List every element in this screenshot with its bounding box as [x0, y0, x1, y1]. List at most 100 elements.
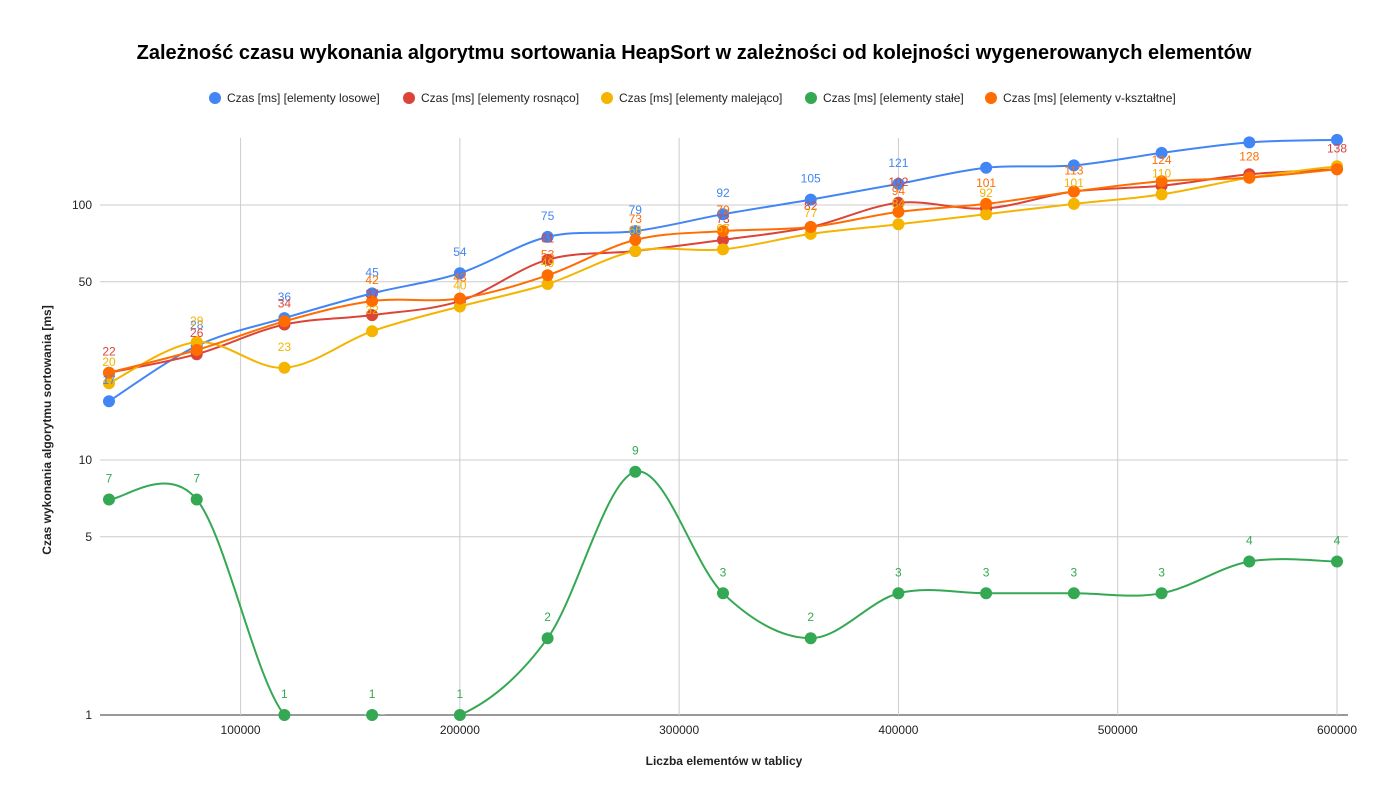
data-label: 77: [804, 206, 818, 220]
data-label: 28: [190, 318, 204, 332]
data-label: 1: [457, 687, 464, 701]
data-point: [804, 221, 817, 233]
legend-item-czas-elementy-losowe[interactable]: Czas [ms] [elementy losowe]: [209, 91, 380, 105]
data-point: [541, 253, 554, 266]
data-label: 1: [281, 687, 288, 701]
data-label: 45: [365, 265, 379, 279]
data-label: 43: [453, 271, 467, 285]
data-label: 42: [365, 273, 379, 287]
data-label: 79: [629, 203, 643, 217]
data-label: 73: [629, 212, 643, 226]
legend-label: Czas [ms] [elementy malejąco]: [619, 91, 782, 105]
data-point: [366, 309, 379, 322]
data-point: [717, 587, 729, 600]
data-point: [892, 205, 905, 218]
data-point: [1331, 555, 1343, 568]
data-point: [980, 208, 993, 221]
legend-marker: [403, 92, 415, 104]
data-label: 67: [716, 221, 730, 235]
y-tick-label: 5: [85, 530, 92, 544]
legend-marker: [805, 92, 817, 104]
data-point: [892, 587, 905, 600]
data-point: [892, 177, 905, 190]
data-label: 2: [807, 610, 814, 624]
y-axis-title: Czas wykonania algorytmu sortowania [ms]: [40, 305, 54, 554]
series-czas-elementy-v-kształtne: [103, 163, 1343, 379]
data-point: [804, 193, 817, 206]
x-tick-label: 400000: [878, 723, 918, 737]
data-label: 2: [544, 610, 551, 624]
legend[interactable]: Czas [ms] [elementy losowe] Czas [ms] [el…: [209, 91, 1176, 105]
data-point: [541, 278, 554, 290]
data-point: [541, 230, 554, 243]
data-label: 23: [278, 340, 292, 354]
data-point: [717, 233, 729, 246]
x-tick-label: 300000: [659, 723, 699, 737]
data-label: 73: [716, 212, 730, 226]
data-label: 49: [541, 256, 555, 270]
x-tick-label: 200000: [440, 723, 480, 737]
data-point: [1331, 133, 1343, 146]
data-label: 9: [632, 444, 639, 458]
legend-item-czas-elementy-rosnąco[interactable]: Czas [ms] [elementy rosnąco]: [403, 91, 579, 105]
data-label: 26: [190, 326, 204, 340]
data-point: [1067, 587, 1080, 600]
data-label: 113: [1064, 164, 1083, 178]
data-label: 32: [365, 303, 379, 317]
y-axis-ticks: 1 5 10 50 100: [72, 198, 92, 722]
data-label: 92: [979, 186, 993, 200]
data-label: 121: [888, 156, 908, 170]
grid: [100, 138, 1348, 716]
data-label: 3: [983, 565, 990, 579]
legend-item-czas-elementy-stałe[interactable]: Czas [ms] [elementy stałe]: [805, 91, 964, 105]
series-line: [108, 470, 1338, 715]
x-tick-label: 600000: [1317, 723, 1357, 737]
legend-item-czas-elementy-malejąco[interactable]: Czas [ms] [elementy malejąco]: [601, 91, 782, 105]
data-point: [1067, 197, 1080, 210]
data-point: [980, 161, 993, 174]
data-label: 138: [1327, 141, 1347, 155]
data-point: [366, 295, 379, 308]
data-label: 4: [1246, 534, 1253, 548]
data-label: 7: [106, 472, 113, 486]
data-point: [103, 395, 115, 408]
data-point: [629, 465, 642, 478]
data-label: 53: [541, 247, 555, 261]
data-label: 34: [278, 297, 292, 311]
y-tick-label: 100: [72, 198, 92, 212]
data-label: 37: [365, 287, 379, 301]
data-point: [892, 218, 905, 231]
data-label: 82: [804, 199, 818, 213]
y-tick-label: 10: [79, 453, 93, 467]
data-label: 124: [1152, 153, 1172, 167]
y-tick-label: 50: [79, 275, 93, 289]
data-point: [629, 245, 642, 257]
data-label: 105: [801, 172, 821, 186]
x-tick-label: 500000: [1098, 723, 1138, 737]
data-label: 102: [888, 175, 908, 189]
legend-item-czas-elementy-v-kształtne[interactable]: Czas [ms] [elementy v-kształtne]: [985, 91, 1176, 105]
data-label: 4: [1334, 534, 1341, 548]
data-point: [717, 225, 729, 238]
data-point: [366, 325, 379, 338]
legend-marker: [601, 92, 613, 104]
data-point: [629, 233, 642, 246]
data-label: 1: [369, 687, 376, 701]
data-label: 22: [102, 345, 116, 359]
data-label: 128: [1239, 150, 1259, 164]
data-label: 54: [453, 245, 467, 259]
legend-label: Czas [ms] [elementy stałe]: [823, 91, 964, 105]
data-label: 36: [278, 290, 292, 304]
data-point: [804, 632, 817, 645]
legend-label: Czas [ms] [elementy losowe]: [227, 91, 380, 105]
data-label: 101: [1064, 176, 1084, 190]
data-point: [892, 196, 905, 209]
data-point: [980, 197, 993, 210]
legend-marker: [985, 92, 997, 104]
data-label: 75: [541, 209, 555, 223]
data-point: [103, 377, 115, 390]
data-label: 84: [892, 196, 906, 210]
